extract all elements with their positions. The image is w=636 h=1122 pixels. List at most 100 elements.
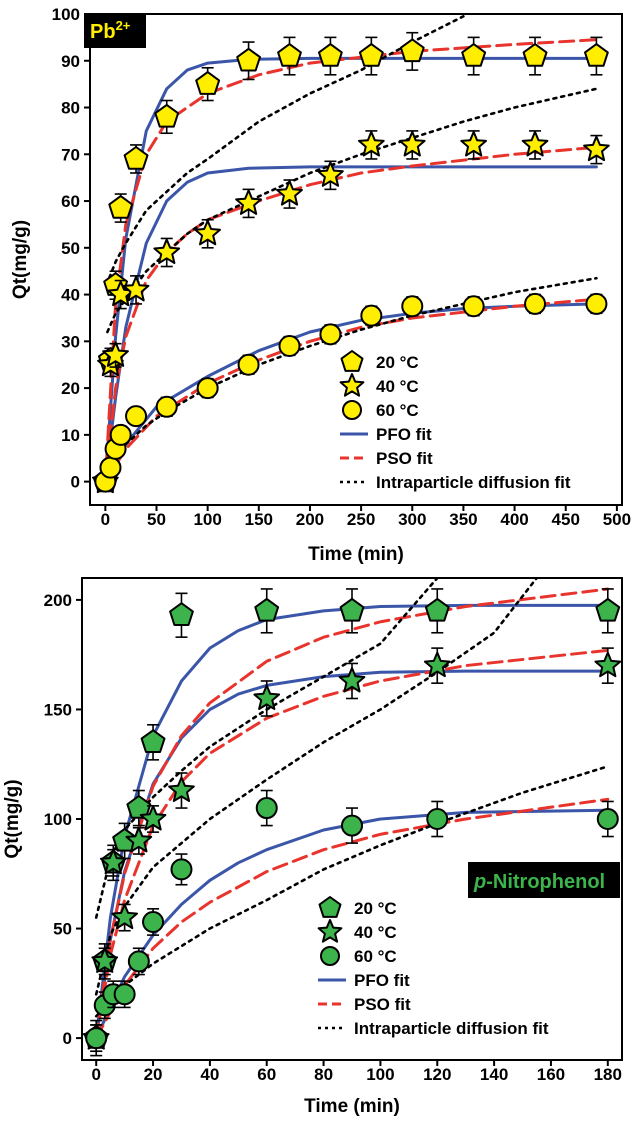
data-point-circle	[125, 405, 148, 428]
y-tick-label: 30	[61, 332, 80, 351]
panel-tag: Pb2+	[84, 14, 146, 48]
x-tick-label: 150	[245, 510, 273, 529]
chart-panel-pb: 0 50 100 150 200 250 300 350 400 450 500 0 10 20 30 40 5…	[10, 5, 631, 565]
x-tick-label: 100	[193, 510, 221, 529]
data-point-circle	[113, 983, 136, 1006]
x-tick-label: 50	[147, 510, 166, 529]
y-tick-label: 50	[53, 920, 72, 939]
data-point-pentagon	[126, 795, 152, 819]
data-point-star	[91, 947, 119, 973]
pso-fit-line	[103, 145, 598, 484]
data-point-circle	[109, 423, 132, 446]
data-point-circle	[319, 323, 342, 346]
data-point-star	[583, 135, 610, 162]
pso-fit-line	[103, 297, 598, 484]
panel-tag-label: p-Nitrophenol	[473, 871, 605, 893]
legend-label: 40 °C	[376, 377, 419, 396]
data-point-pentagon	[522, 43, 548, 67]
data-point-circle	[462, 295, 485, 318]
pso-fit-line	[94, 587, 610, 1040]
legend: 20 °C 40 °C 60 °C PFO fit PSO fit Intrapartic…	[339, 350, 571, 492]
x-tick-label: 160	[537, 1065, 565, 1084]
panel-tag-background	[84, 14, 146, 48]
y-tick-label: 50	[61, 239, 80, 258]
data-point-circle	[255, 797, 278, 820]
ipd-fit-line	[94, 578, 439, 919]
pfo-fit-line	[103, 56, 598, 484]
legend-label: 20 °C	[354, 899, 397, 918]
data-point-star	[102, 341, 129, 367]
y-axis-title: Qt(mg/g)	[2, 779, 23, 858]
data-point-circle	[85, 1027, 108, 1050]
ipd-fit-line	[106, 87, 598, 334]
x-axis-title: Time (min)	[308, 544, 404, 565]
legend-label: Intraparticle diffusion fit	[354, 1019, 549, 1038]
data-points	[92, 31, 610, 494]
data-point-circle	[127, 950, 150, 973]
data-point-star	[99, 848, 127, 875]
legend-label: PFO fit	[376, 425, 432, 444]
legend-label: 60 °C	[376, 401, 419, 420]
data-point-circle	[341, 814, 363, 837]
data-point-star	[317, 161, 344, 187]
axis-ticks: 0 50 100 150 200 250 300 350 400 450 500 0 10 20 30 40 5…	[52, 5, 631, 529]
data-point-pentagon	[254, 597, 280, 622]
data-point-star	[423, 651, 451, 678]
data-point-star	[358, 130, 385, 157]
x-tick-label: 450	[552, 510, 580, 529]
data-point-star	[153, 238, 181, 264]
pfo-fit-line	[94, 808, 610, 1040]
data-point-circle	[196, 377, 219, 400]
data-point-pentagon	[584, 43, 609, 67]
legend-label: PFO fit	[354, 971, 410, 990]
data-point-pentagon	[595, 597, 621, 622]
data-point-star	[253, 684, 281, 710]
pso-fit-line	[103, 38, 598, 484]
data-point-star	[276, 180, 303, 206]
legend-label: PSO fit	[354, 995, 411, 1014]
data-point-pentagon	[140, 729, 166, 753]
legend-label: Intraparticle diffusion fit	[376, 473, 571, 492]
x-tick-label: 100	[366, 1065, 394, 1084]
legend-label: PSO fit	[376, 449, 433, 468]
data-point-circle	[401, 295, 424, 318]
data-point-star	[594, 651, 622, 678]
pso-fit-line	[94, 648, 610, 1040]
data-point-star	[194, 219, 221, 246]
data-point-circle	[99, 456, 122, 479]
panel-tag-background	[468, 862, 620, 898]
y-tick-label: 20	[61, 379, 80, 398]
data-point-pentagon	[358, 43, 384, 67]
data-point-pentagon	[277, 43, 302, 67]
data-point-pentagon	[339, 597, 365, 622]
data-point-star	[125, 826, 153, 853]
panel-tag: p-Nitrophenol	[468, 862, 620, 898]
data-point-pentagon	[399, 38, 425, 63]
data-point-pentagon	[236, 47, 261, 72]
x-tick-label: 0	[91, 1065, 100, 1084]
chart-panel-nitrophenol: 0 20 40 60 80 100 120 140 160 180 0 50 100 150 200 p-N…	[2, 577, 623, 1117]
data-point-star	[398, 130, 426, 157]
y-tick-label: 150	[44, 700, 72, 719]
data-point-circle	[170, 858, 193, 881]
data-point-circle	[278, 335, 301, 358]
x-tick-label: 350	[449, 510, 477, 529]
x-tick-label: 80	[314, 1065, 333, 1084]
legend-marker-star	[317, 919, 343, 943]
data-point-circle	[596, 808, 619, 830]
legend-label: 40 °C	[354, 923, 397, 942]
y-tick-label: 40	[61, 286, 80, 305]
axis-ticks: 0 20 40 60 80 100 120 140 160 180 0 50 100 150 200	[44, 591, 622, 1084]
legend-marker-circle	[342, 400, 362, 420]
data-point-star	[111, 903, 138, 930]
data-point-star	[168, 776, 195, 802]
y-tick-label: 100	[44, 810, 72, 829]
x-tick-label: 60	[257, 1065, 276, 1084]
y-tick-label: 0	[63, 1029, 72, 1048]
data-point-star	[139, 805, 167, 831]
data-point-star	[338, 667, 366, 693]
legend-marker-pentagon	[318, 896, 342, 918]
y-tick-label: 80	[61, 99, 80, 118]
y-tick-label: 60	[61, 192, 80, 211]
